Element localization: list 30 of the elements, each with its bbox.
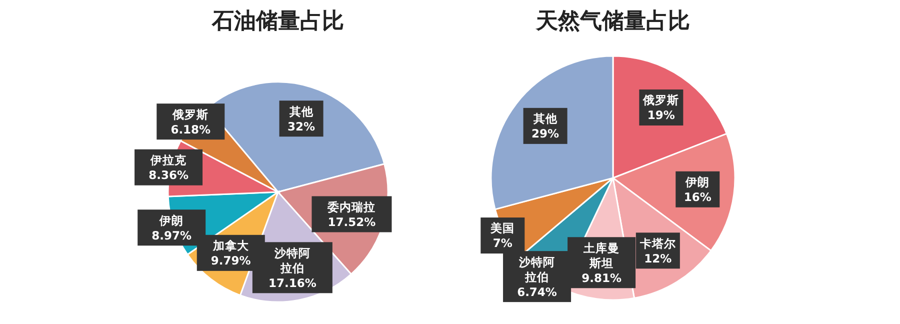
slice-label: 其他 [288, 104, 314, 118]
chart-title: 石油储量占比 [211, 8, 344, 34]
slice-label: 委内瑞拉 [326, 200, 376, 214]
chart-title: 天然气储量占比 [535, 8, 690, 34]
data-label: 8.97% [152, 228, 192, 242]
data-label: 6.18% [170, 122, 212, 136]
data-label: 7% [492, 236, 513, 250]
slice-label: 土库曼斯坦 [582, 240, 620, 270]
data-label: 32% [288, 119, 316, 134]
data-label: 19% [647, 108, 676, 122]
slice-label: 伊拉克 [150, 153, 188, 168]
slice-label: 俄罗斯 [642, 93, 680, 108]
data-label: 9.79% [210, 254, 252, 268]
data-label: 29% [532, 126, 560, 141]
data-label: 9.81% [582, 270, 622, 285]
slice-label: 俄罗斯 [172, 107, 209, 122]
data-label: 8.36% [148, 168, 189, 182]
slice-label: 卡塔尔 [638, 236, 677, 250]
slice-label: 伊朗 [158, 213, 184, 228]
data-label: 6.74% [517, 284, 558, 299]
slice-label: 伊朗 [684, 175, 710, 190]
slice-label: 美国 [490, 221, 515, 236]
data-label: 17.16% [268, 276, 317, 290]
data-label: 16% [684, 190, 712, 204]
slice-label: 沙特阿拉伯 [518, 254, 556, 284]
data-label: 17.52% [328, 214, 376, 229]
slice-label: 加拿大 [212, 238, 250, 253]
data-label: 12% [644, 251, 672, 266]
slice-label: 沙特阿拉伯 [273, 246, 310, 275]
slice-label: 其他 [532, 112, 558, 126]
